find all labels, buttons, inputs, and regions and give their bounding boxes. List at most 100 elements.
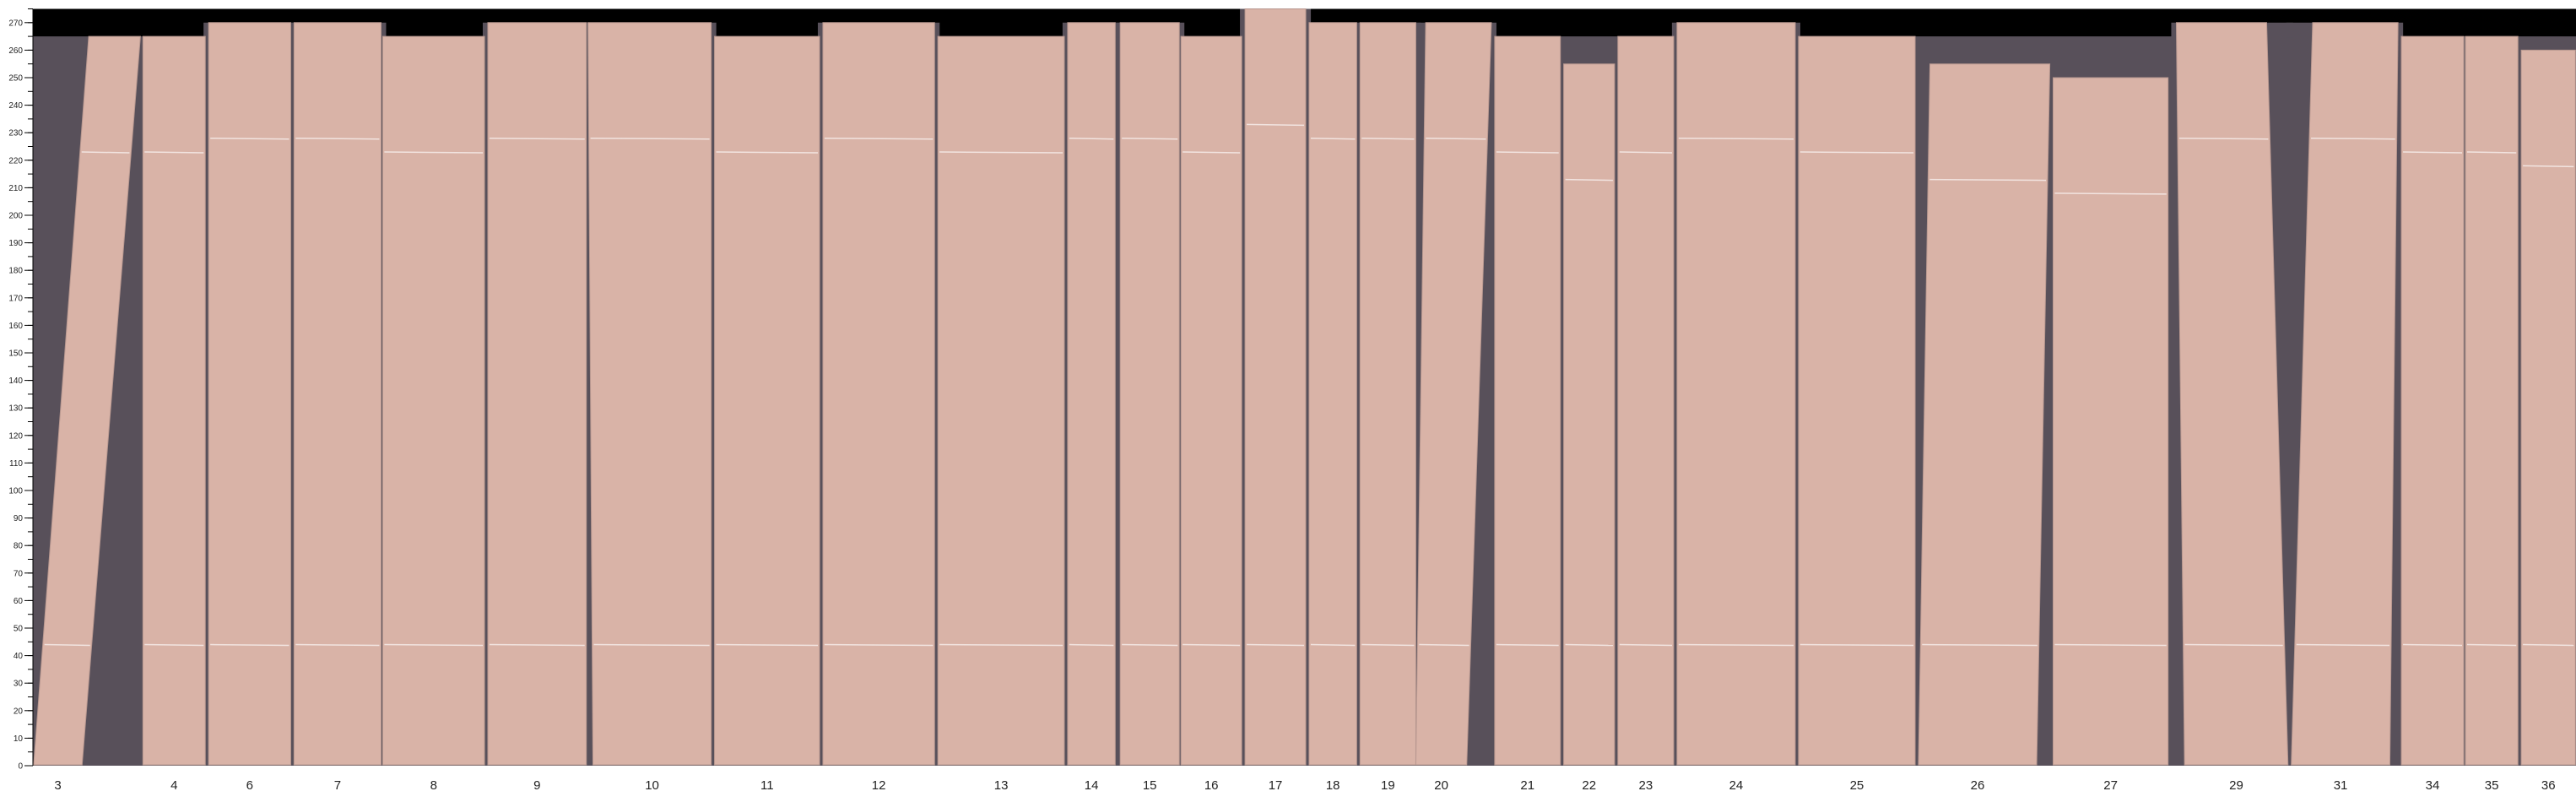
board-16: [1180, 35, 1242, 766]
board-label: 4: [170, 778, 177, 793]
y-tick-label: 270: [8, 19, 23, 28]
y-tick-label: 10: [14, 734, 24, 744]
cut-line: [295, 137, 380, 140]
cut-line: [590, 137, 710, 140]
cut-line: [1678, 643, 1794, 647]
y-tick-label: 110: [9, 459, 23, 469]
cut-line: [1182, 643, 1241, 647]
cut-line: [1247, 123, 1305, 127]
board-label: 7: [334, 778, 341, 793]
board-label: 13: [994, 778, 1009, 793]
y-tick-label: 130: [8, 404, 23, 414]
board-26: [1918, 63, 2051, 766]
cut-line: [384, 151, 484, 154]
cut-line: [2311, 137, 2395, 140]
board-label: 19: [1381, 778, 1395, 793]
cut-line: [210, 643, 290, 647]
board-label: 34: [2426, 778, 2440, 793]
cut-line: [824, 137, 934, 140]
cut-line: [2466, 151, 2517, 154]
board-35: [2465, 35, 2519, 766]
cut-line: [1426, 137, 1486, 140]
board-22: [1563, 63, 1615, 766]
cut-line: [1922, 643, 2038, 647]
cut-line: [384, 643, 484, 647]
cut-line: [1361, 137, 1415, 140]
board-label: 23: [1639, 778, 1653, 793]
y-tick-label: 60: [14, 597, 24, 606]
cut-line: [1799, 151, 1914, 154]
cut-line: [1565, 178, 1613, 182]
board-label: 6: [246, 778, 253, 793]
y-tick-label: 20: [14, 707, 24, 716]
y-tick-label: 180: [8, 267, 23, 276]
cut-line: [2523, 165, 2574, 168]
board-11: [714, 35, 820, 766]
cut-line: [144, 151, 204, 154]
cut-line: [939, 643, 1063, 647]
y-tick-label: 230: [8, 129, 23, 138]
cut-line: [489, 137, 585, 140]
board-label: 15: [1143, 778, 1157, 793]
cut-line: [1678, 137, 1794, 140]
board-3: [33, 35, 141, 766]
cut-line: [1122, 137, 1178, 140]
board-label: 18: [1326, 778, 1340, 793]
board-9: [487, 22, 587, 766]
cut-line: [593, 643, 710, 647]
board-label: 16: [1204, 778, 1219, 793]
board-8: [382, 35, 485, 766]
board-label: 12: [872, 778, 886, 793]
board-13: [937, 35, 1065, 766]
y-tick-label: 150: [8, 350, 23, 359]
board-36: [2520, 49, 2576, 766]
board-29: [2175, 22, 2289, 766]
board-label: 21: [1520, 778, 1534, 793]
board-34: [2400, 35, 2465, 766]
cut-line: [2054, 643, 2167, 647]
cut-line: [1069, 643, 1114, 647]
cut-line: [2403, 151, 2463, 154]
plot-area: [33, 8, 2576, 767]
board-label: 14: [1085, 778, 1099, 793]
board-label: 26: [1971, 778, 1985, 793]
y-tick-label: 260: [8, 46, 23, 56]
board-21: [1494, 35, 1561, 766]
y-tick-label: 250: [8, 74, 23, 84]
board-24: [1676, 22, 1796, 766]
cut-line: [295, 643, 380, 647]
board-14: [1067, 22, 1116, 766]
cut-line: [1122, 643, 1178, 647]
cut-line: [1361, 643, 1415, 647]
board-label: 24: [1729, 778, 1744, 793]
cut-line: [1619, 151, 1672, 154]
board-label: 8: [430, 778, 437, 793]
cut-line: [1182, 151, 1241, 154]
board-20: [1415, 22, 1492, 766]
board-label: 25: [1850, 778, 1864, 793]
board-4: [142, 35, 206, 766]
cut-line: [1496, 151, 1559, 154]
board-label: 17: [1269, 778, 1283, 793]
cut-line: [2403, 643, 2463, 647]
board-7: [293, 22, 382, 766]
cut-line: [210, 137, 290, 140]
y-tick-label: 240: [8, 101, 23, 111]
y-tick-label: 80: [14, 542, 24, 551]
cut-line: [44, 643, 90, 647]
cut-line: [1069, 137, 1114, 140]
board-31: [2291, 22, 2399, 766]
cut-line: [939, 151, 1063, 154]
cut-line: [1310, 643, 1356, 647]
cut-line: [716, 151, 819, 154]
cut-line: [2523, 643, 2574, 647]
board-19: [1359, 22, 1416, 766]
y-tick-label: 0: [18, 762, 23, 772]
cut-line: [1619, 643, 1672, 647]
board-labels: 3 4 6 7 8 9 10 11 12 13 14 15 16 17 18 19 20 21 22 23 24 25 26…: [54, 778, 2555, 793]
board-6: [208, 22, 291, 766]
board-15: [1119, 22, 1180, 766]
cut-line: [716, 643, 819, 647]
cut-line: [81, 151, 130, 154]
